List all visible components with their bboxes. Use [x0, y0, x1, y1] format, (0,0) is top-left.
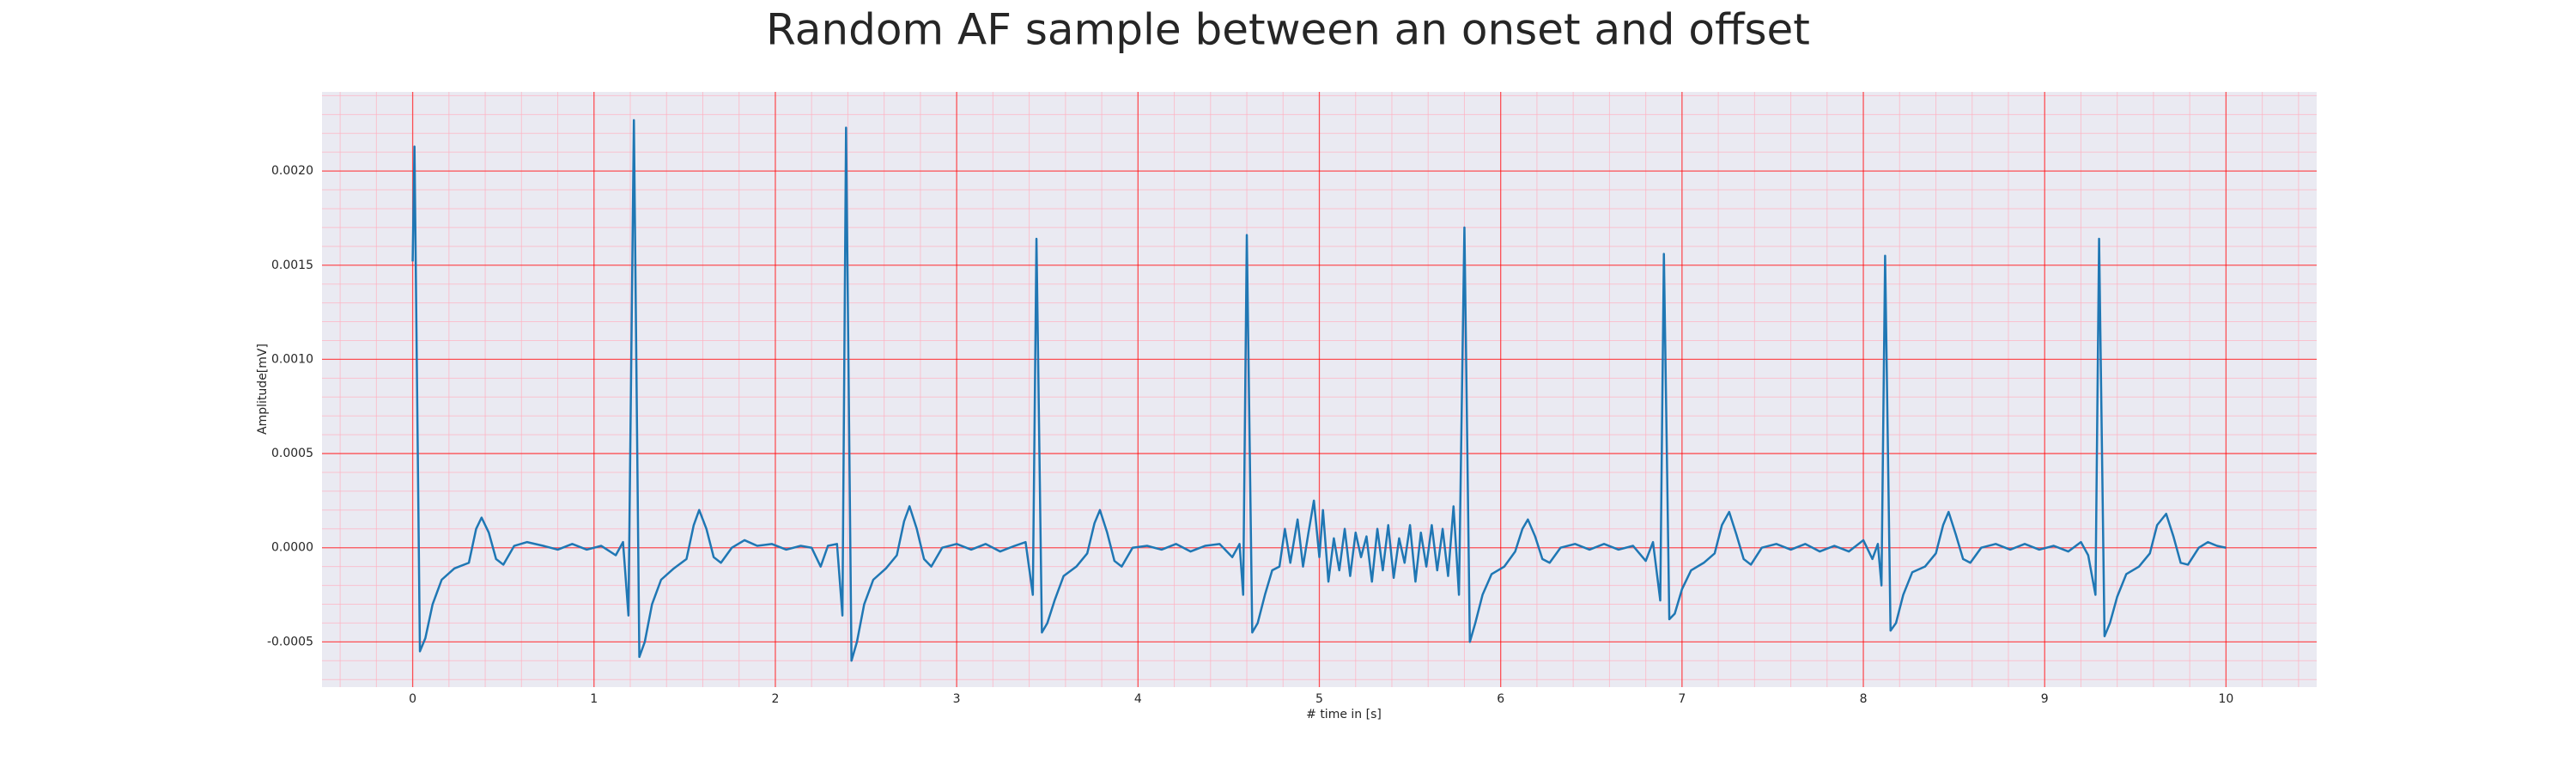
x-tick-label: 0	[409, 692, 416, 706]
x-tick-label: 4	[1134, 692, 1142, 706]
x-axis-label: # time in [s]	[1306, 708, 1382, 721]
y-tick-label: -0.0005	[267, 635, 313, 648]
y-tick-label: 0.0015	[271, 259, 313, 272]
x-tick-label: 6	[1497, 692, 1504, 706]
x-tick-label: 8	[1860, 692, 1868, 706]
y-axis-label: Amplitude[mV]	[256, 344, 270, 435]
x-tick-label: 3	[953, 692, 961, 706]
x-tick-label: 1	[590, 692, 598, 706]
y-tick-label: 0.0010	[271, 352, 313, 366]
x-tick-label: 2	[771, 692, 779, 706]
x-tick-label: 9	[2041, 692, 2049, 706]
y-tick-label: 0.0020	[271, 164, 313, 178]
y-tick-label: 0.0005	[271, 447, 313, 460]
ecg-line	[411, 119, 2227, 662]
y-tick-label: 0.0000	[271, 541, 313, 555]
x-tick-label: 5	[1315, 692, 1323, 706]
chart-title: Random AF sample between an onset and of…	[766, 5, 1810, 55]
x-tick-label: 10	[2218, 692, 2233, 706]
x-tick-label: 7	[1678, 692, 1686, 706]
